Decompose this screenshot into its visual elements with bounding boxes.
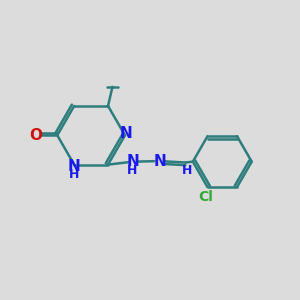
Text: O: O (30, 128, 43, 143)
Text: H: H (127, 164, 138, 177)
Text: N: N (127, 154, 140, 169)
Text: H: H (182, 164, 192, 177)
Text: Cl: Cl (198, 190, 213, 204)
Text: H: H (68, 167, 79, 181)
Text: N: N (119, 126, 132, 141)
Text: N: N (67, 159, 80, 174)
Text: N: N (153, 154, 166, 169)
